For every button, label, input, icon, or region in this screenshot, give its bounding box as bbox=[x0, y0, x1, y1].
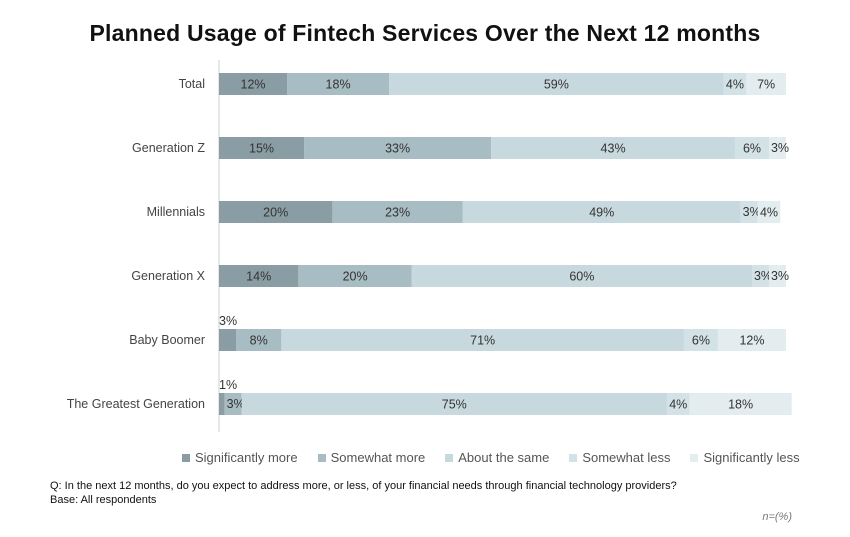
data-label: 18% bbox=[728, 398, 753, 412]
category-label: Generation Z bbox=[132, 141, 205, 155]
survey-question: Q: In the next 12 months, do you expect … bbox=[50, 480, 677, 492]
data-label: 12% bbox=[241, 78, 266, 92]
legend-item: Somewhat less bbox=[569, 450, 670, 465]
data-label: 6% bbox=[692, 334, 710, 348]
stacked-bar-chart: Total 12% 18% 59% 4% 7% Generation Z 15% 33% 43% 6… bbox=[67, 60, 792, 432]
category-label: Millennials bbox=[147, 205, 205, 219]
bar-segment bbox=[734, 137, 769, 159]
legend-item: Significantly more bbox=[182, 450, 298, 465]
legend-swatch bbox=[317, 453, 326, 462]
category-label: The Greatest Generation bbox=[67, 397, 205, 411]
bar-segment bbox=[219, 393, 225, 415]
data-label: 71% bbox=[470, 334, 495, 348]
data-label: 3% bbox=[771, 141, 789, 155]
data-label: 1% bbox=[219, 378, 237, 392]
bar-segment bbox=[740, 201, 758, 223]
bar-segment bbox=[298, 265, 412, 287]
bar-segment bbox=[768, 265, 786, 287]
data-label: 3% bbox=[771, 269, 789, 283]
category-label: Baby Boomer bbox=[129, 333, 205, 347]
bar-segment bbox=[241, 393, 667, 415]
data-label: 12% bbox=[739, 334, 764, 348]
bar-segment bbox=[219, 137, 305, 159]
data-label: 14% bbox=[246, 270, 271, 284]
data-label: 18% bbox=[326, 78, 351, 92]
bar-segment bbox=[768, 137, 786, 159]
data-label: 3% bbox=[219, 314, 237, 328]
data-label: 3% bbox=[754, 269, 772, 283]
bar-segment bbox=[666, 393, 690, 415]
data-label: 15% bbox=[249, 142, 274, 156]
data-label: 59% bbox=[544, 78, 569, 92]
bar-segment bbox=[723, 73, 747, 95]
category-label: Total bbox=[179, 77, 205, 91]
data-label: 20% bbox=[343, 270, 368, 284]
data-label: 75% bbox=[442, 398, 467, 412]
sample-note: n=(%) bbox=[762, 511, 792, 523]
data-label: 4% bbox=[726, 78, 744, 92]
data-label: 23% bbox=[385, 206, 410, 220]
legend-label: Significantly less bbox=[703, 450, 800, 465]
data-label: 49% bbox=[589, 206, 614, 220]
data-label: 20% bbox=[263, 206, 288, 220]
data-label: 60% bbox=[569, 270, 594, 284]
data-label: 3% bbox=[743, 205, 761, 219]
bar-segment bbox=[757, 201, 781, 223]
data-label: 8% bbox=[250, 334, 268, 348]
legend-swatch bbox=[445, 453, 454, 462]
legend-swatch bbox=[690, 453, 699, 462]
legend-item: Somewhat more bbox=[317, 450, 426, 465]
legend-label: About the same bbox=[458, 450, 550, 465]
bar-segment bbox=[746, 73, 786, 95]
legend-item: Significantly less bbox=[690, 450, 800, 465]
chart-title: Planned Usage of Fintech Services Over t… bbox=[89, 20, 761, 46]
bar-segment bbox=[751, 265, 769, 287]
data-label: 4% bbox=[669, 398, 687, 412]
bar-segment bbox=[236, 329, 282, 351]
legend-item: About the same bbox=[445, 450, 549, 465]
data-label: 7% bbox=[757, 78, 775, 92]
legend-label: Significantly more bbox=[195, 450, 298, 465]
legend-label: Somewhat more bbox=[330, 450, 426, 465]
bar-segment bbox=[219, 329, 237, 351]
chart-legend: Significantly more Somewhat more About the… bbox=[182, 450, 802, 465]
bar-segment bbox=[683, 329, 718, 351]
data-label: 4% bbox=[760, 206, 778, 220]
survey-base: Base: All respondents bbox=[50, 494, 157, 506]
bar-segment bbox=[332, 201, 463, 223]
bar-segment bbox=[491, 137, 735, 159]
bar-segment bbox=[219, 73, 288, 95]
legend-swatch bbox=[182, 453, 190, 462]
bar-segment bbox=[304, 137, 492, 159]
data-label: 6% bbox=[743, 142, 761, 156]
bar-segment bbox=[219, 201, 333, 223]
category-label: Generation X bbox=[131, 269, 205, 283]
bar-segment bbox=[219, 265, 299, 287]
bar-segment bbox=[689, 393, 792, 415]
bar-segment bbox=[411, 265, 752, 287]
bar-segment bbox=[287, 73, 390, 95]
data-label: 43% bbox=[601, 142, 626, 156]
bar-segment bbox=[717, 329, 786, 351]
data-label: 3% bbox=[227, 397, 245, 411]
data-label: 33% bbox=[385, 142, 410, 156]
legend-label: Somewhat less bbox=[582, 450, 671, 465]
bar-segment bbox=[462, 201, 741, 223]
legend-swatch bbox=[569, 453, 578, 462]
bar-segment bbox=[281, 329, 684, 351]
bar-segment bbox=[389, 73, 724, 95]
bar-segment bbox=[224, 393, 242, 415]
